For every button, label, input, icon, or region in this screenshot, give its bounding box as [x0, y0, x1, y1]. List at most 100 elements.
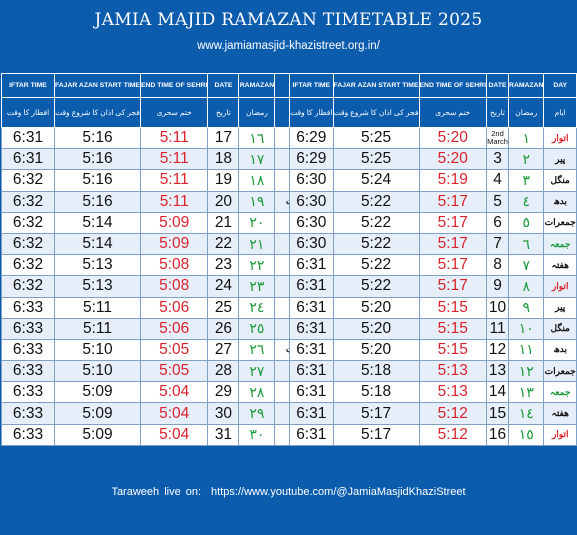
- table-row: 6:335:115:0626٢٥بدھ: [1, 317, 329, 340]
- date-cell: 30: [207, 402, 240, 425]
- day-cell: جمعہ: [543, 381, 577, 404]
- sehri-time-cell: 5:11: [139, 148, 209, 171]
- day-cell: جمعرات: [543, 360, 577, 383]
- table-row: 6:325:145:0921٢٠جمعہ: [1, 211, 329, 234]
- header-sehri: END TIME OF SEHRI: [139, 73, 209, 98]
- sehri-time-cell: 5:17: [418, 275, 487, 298]
- iftar-time-cell: 6:33: [1, 338, 55, 362]
- sehri-time-cell: 5:08: [139, 254, 209, 277]
- ramazan-number-cell: ٢٣: [238, 275, 276, 298]
- sehri-time-cell: 5:17: [418, 254, 487, 277]
- date-cell: 13: [485, 360, 510, 383]
- table-row: 6:335:105:0527٢٦جمعرات: [1, 338, 329, 362]
- date-cell: 20: [207, 190, 240, 213]
- fajr-time-cell: 5:20: [332, 296, 420, 319]
- iftar-time-cell: 6:31: [289, 275, 334, 298]
- day-cell: پیر: [543, 296, 577, 319]
- iftar-time-cell: 6:29: [289, 126, 334, 150]
- date-cell: 2nd March: [485, 126, 510, 150]
- ramazan-number-cell: ١٧: [238, 148, 276, 171]
- date-cell: 12: [485, 338, 510, 362]
- date-cell: 29: [207, 381, 240, 404]
- table-row: 6:315:165:1118١٧منگل: [1, 148, 329, 171]
- fajr-time-cell: 5:22: [332, 254, 420, 277]
- header-fajr: FAJAR AZAN START TIME: [332, 73, 420, 98]
- iftar-time-cell: 6:31: [289, 381, 334, 404]
- table-row: 6:325:135:0824٢٣پیر: [1, 275, 329, 298]
- sehri-time-cell: 5:06: [139, 296, 209, 319]
- header-day: DAY: [543, 73, 577, 98]
- ramazan-number-cell: ٣: [508, 169, 545, 192]
- fajr-time-cell: 5:22: [332, 275, 420, 298]
- fajr-time-cell: 5:18: [332, 360, 420, 383]
- date-cell: 18: [207, 148, 240, 171]
- timetable-left: IFTAR TIME FAJAR AZAN START TIME END TIM…: [1, 73, 329, 446]
- iftar-time-cell: 6:30: [289, 211, 334, 234]
- sehri-time-cell: 5:12: [418, 402, 487, 425]
- sehri-time-cell: 5:13: [418, 381, 487, 404]
- table-row: 6:29 5:25 5:20 3 ٢ پیر: [289, 148, 577, 171]
- table-row: 6:31 5:20 5:15 11 ١٠ منگل: [289, 317, 577, 340]
- iftar-time-cell: 6:32: [1, 232, 55, 256]
- table-row: 6:31 5:17 5:12 15 ١٤ ھفتہ: [289, 402, 577, 425]
- date-cell: 24: [207, 275, 240, 298]
- iftar-time-cell: 6:32: [1, 275, 55, 298]
- header-fajr: FAJAR AZAN START TIME: [54, 73, 141, 98]
- date-day-label: 2nd: [491, 129, 504, 139]
- ramazan-number-cell: ١٤: [508, 402, 545, 425]
- ramazan-number-cell: ١: [508, 126, 545, 150]
- sehri-time-cell: 5:13: [418, 360, 487, 383]
- sehri-time-cell: 5:04: [139, 423, 209, 446]
- iftar-time-cell: 6:33: [1, 360, 55, 383]
- footer: Taraweeh live on: https://www.youtube.com…: [0, 486, 577, 498]
- header-date-urdu: تاریخ: [207, 97, 240, 128]
- fajr-time-cell: 5:17: [332, 423, 420, 446]
- table-row: 6:335:105:0528٢٧جمعہ: [1, 360, 329, 383]
- website-url[interactable]: www.jamiamasjid-khazistreet.org.in/: [197, 40, 380, 52]
- date-cell: 11: [485, 317, 510, 340]
- ramazan-number-cell: ٢: [508, 148, 545, 171]
- table-row: 6:335:095:0430٢٩اتوار: [1, 402, 329, 425]
- ramazan-number-cell: ١٣: [508, 381, 545, 404]
- table-row: 6:335:095:0429٢٨ھفتہ: [1, 381, 329, 404]
- day-cell: جمعرات: [543, 211, 577, 234]
- sehri-time-cell: 5:08: [139, 275, 209, 298]
- youtube-link[interactable]: https://www.youtube.com/@JamiaMasjidKhaz…: [211, 486, 466, 498]
- fajr-time-cell: 5:16: [54, 126, 141, 150]
- ramazan-number-cell: ٢٥: [238, 317, 276, 340]
- iftar-time-cell: 6:33: [1, 296, 55, 319]
- ramazan-number-cell: ٢٧: [238, 360, 276, 383]
- header-ramazan-urdu: رمضان: [508, 97, 545, 128]
- sehri-time-cell: 5:20: [418, 148, 487, 171]
- ramazan-number-cell: ٢٤: [238, 296, 276, 319]
- fajr-time-cell: 5:13: [54, 275, 141, 298]
- sehri-time-cell: 5:17: [418, 211, 487, 234]
- timetable-left-body: 6:315:165:1117١٦پیر6:315:165:1118١٧منگل6…: [1, 126, 329, 446]
- iftar-time-cell: 6:30: [289, 232, 334, 256]
- day-cell: اتوار: [543, 126, 577, 150]
- fajr-time-cell: 5:25: [332, 148, 420, 171]
- date-cell: 19: [207, 169, 240, 192]
- sehri-time-cell: 5:04: [139, 381, 209, 404]
- iftar-time-cell: 6:30: [289, 190, 334, 213]
- header-ramazan: RAMAZAN: [238, 73, 276, 98]
- header-ramazan: RAMAZAN: [508, 73, 545, 98]
- table-row: 6:335:095:0431٣٠پیر: [1, 423, 329, 446]
- table-row: 6:30 5:22 5:17 6 ٥ جمعرات: [289, 211, 577, 234]
- iftar-time-cell: 6:31: [289, 296, 334, 319]
- iftar-time-cell: 6:31: [289, 254, 334, 277]
- fajr-time-cell: 5:10: [54, 360, 141, 383]
- fajr-time-cell: 5:17: [332, 402, 420, 425]
- fajr-time-cell: 5:10: [54, 338, 141, 362]
- header-iftar: IFTAR TIME: [1, 73, 55, 98]
- ramazan-number-cell: ١٠: [508, 317, 545, 340]
- iftar-time-cell: 6:30: [289, 169, 334, 192]
- fajr-time-cell: 5:22: [332, 190, 420, 213]
- date-cell: 14: [485, 381, 510, 404]
- fajr-time-cell: 5:11: [54, 296, 141, 319]
- date-cell: 23: [207, 254, 240, 277]
- ramazan-number-cell: ٧: [508, 254, 545, 277]
- table-row: 6:31 5:20 5:15 12 ١١ بدھ: [289, 338, 577, 362]
- fajr-time-cell: 5:13: [54, 254, 141, 277]
- table-row: 6:325:135:0823٢٢اتوار: [1, 254, 329, 277]
